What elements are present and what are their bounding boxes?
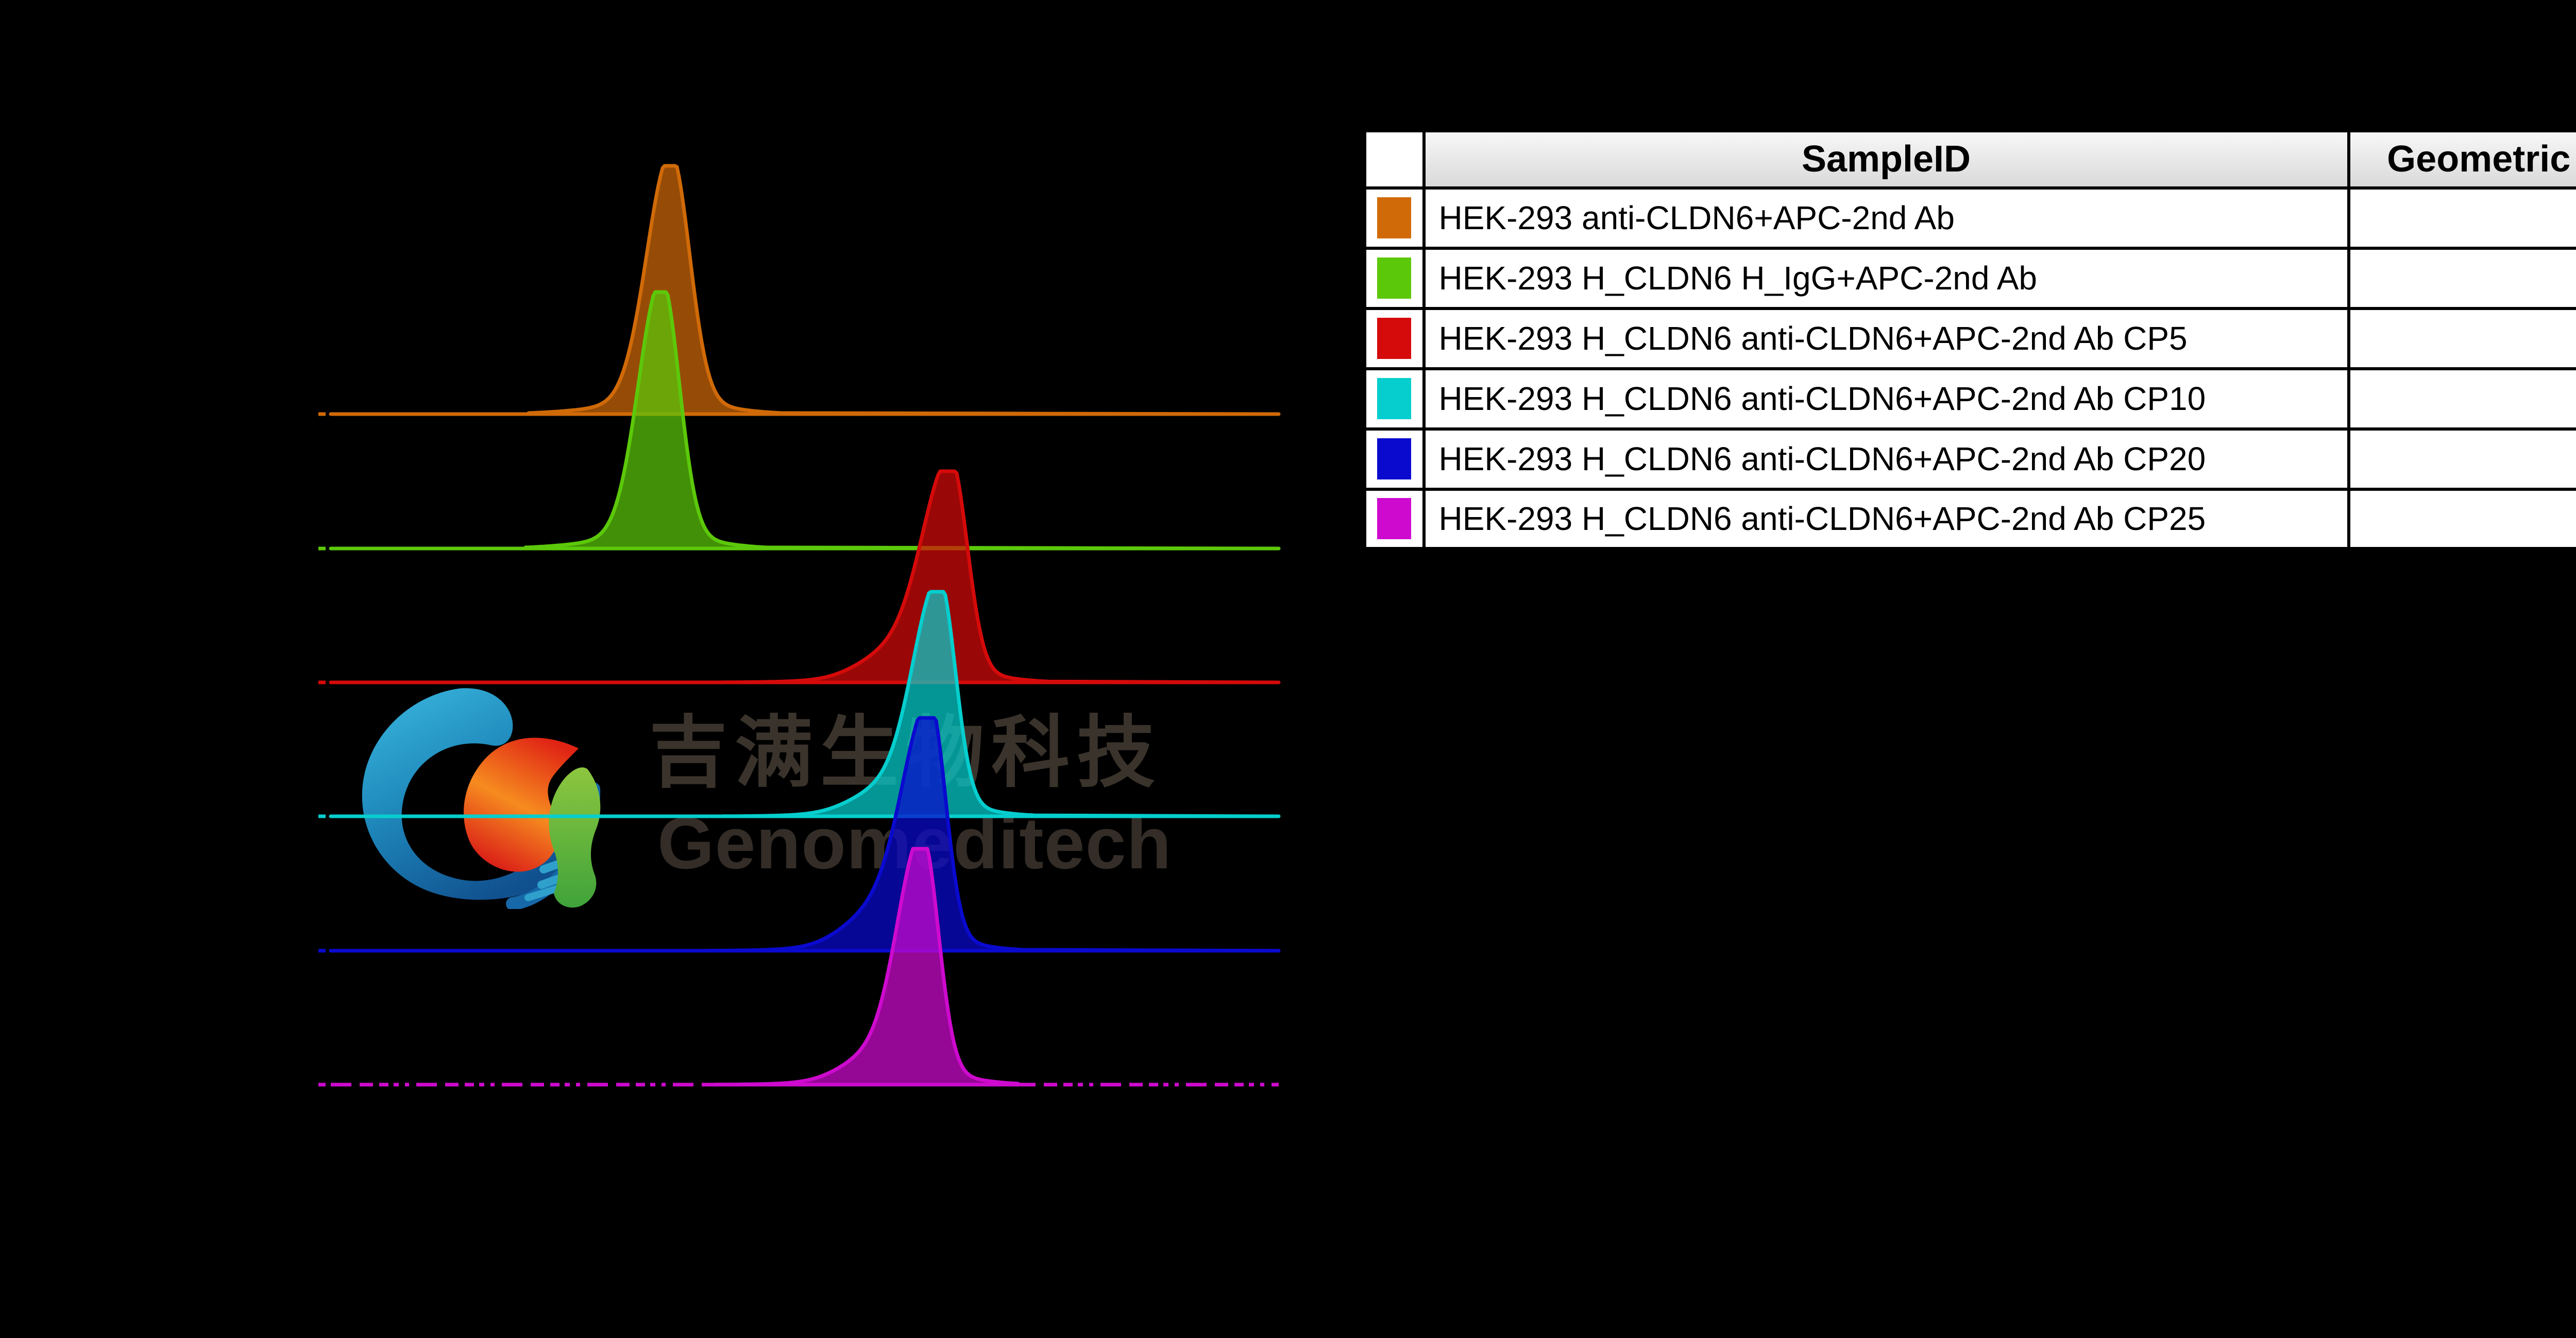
histogram-curve: [329, 590, 1281, 818]
histogram-row-2: [318, 290, 1281, 551]
sample-id-cell: HEK-293 H_CLDN6 anti-CLDN6+APC-2nd Ab CP…: [1422, 487, 2350, 551]
geo-mean-cell: 1794: [2347, 186, 2576, 250]
histogram-row-4: [318, 590, 1281, 818]
color-swatch: [1377, 197, 1412, 238]
sample-id-header: SampleID: [1422, 128, 2350, 190]
histogram-row-5: [318, 716, 1281, 953]
sample-id-cell: HEK-293 H_CLDN6 anti-CLDN6+APC-2nd Ab CP…: [1422, 427, 2350, 491]
table-row: HEK-293 H_CLDN6 anti-CLDN6+APC-2nd Ab CP…: [1362, 367, 2576, 431]
swatch-cell: [1362, 487, 1426, 551]
color-swatch: [1377, 318, 1412, 359]
sample-id-cell: HEK-293 H_CLDN6 anti-CLDN6+APC-2nd Ab CP…: [1422, 367, 2350, 431]
table-header-row: SampleID Geometric Mean : FL11-H: [1362, 128, 2576, 190]
geo-mean-cell: 6.33E5: [2347, 367, 2576, 431]
table-row: HEK-293 anti-CLDN6+APC-2nd Ab1794: [1362, 186, 2576, 250]
histogram-row-1: [318, 164, 1281, 416]
table-row: HEK-293 H_CLDN6 anti-CLDN6+APC-2nd Ab CP…: [1362, 487, 2576, 551]
logo-leaf: [549, 767, 601, 908]
geo-mean-cell: 4.89E5: [2347, 487, 2576, 551]
logo-flame: [464, 737, 579, 872]
genomeditech-logo: [362, 688, 601, 909]
sample-id-cell: HEK-293 anti-CLDN6+APC-2nd Ab: [1422, 186, 2350, 250]
histogram-curve: [329, 469, 1281, 684]
geo-mean-header: Geometric Mean : FL11-H: [2347, 128, 2576, 190]
histogram-curve: [713, 847, 1020, 1087]
histogram-curve: [329, 716, 1281, 953]
logo-crescent: [362, 688, 565, 900]
geo-mean-cell: 6.61E5: [2347, 306, 2576, 370]
histogram-row-3: [318, 469, 1281, 684]
swatch-cell: [1362, 186, 1426, 250]
table-row: HEK-293 H_CLDN6 H_IgG+APC-2nd Ab1524: [1362, 246, 2576, 310]
histogram-row-6: [318, 847, 1279, 1087]
swatch-cell: [1362, 367, 1426, 431]
color-swatch: [1377, 378, 1412, 419]
table-row: HEK-293 H_CLDN6 anti-CLDN6+APC-2nd Ab CP…: [1362, 306, 2576, 370]
swatch-cell: [1362, 246, 1426, 310]
corner-header-cell: [1362, 128, 1426, 190]
geo-mean-cell: 1524: [2347, 246, 2576, 310]
color-swatch: [1377, 498, 1412, 540]
results-table: SampleID Geometric Mean : FL11-H HEK-293…: [1362, 128, 2576, 552]
table-row: HEK-293 H_CLDN6 anti-CLDN6+APC-2nd Ab CP…: [1362, 427, 2576, 491]
geo-mean-cell: 4.41E5: [2347, 427, 2576, 491]
histogram-plot: [318, 164, 1281, 1087]
color-swatch: [1377, 258, 1412, 299]
swatch-cell: [1362, 306, 1426, 370]
sample-id-cell: HEK-293 H_CLDN6 H_IgG+APC-2nd Ab: [1422, 246, 2350, 310]
sample-id-cell: HEK-293 H_CLDN6 anti-CLDN6+APC-2nd Ab CP…: [1422, 306, 2350, 370]
color-swatch: [1377, 438, 1412, 479]
histogram-curve: [329, 164, 1281, 416]
histogram-curve: [329, 290, 1281, 551]
swatch-cell: [1362, 427, 1426, 491]
